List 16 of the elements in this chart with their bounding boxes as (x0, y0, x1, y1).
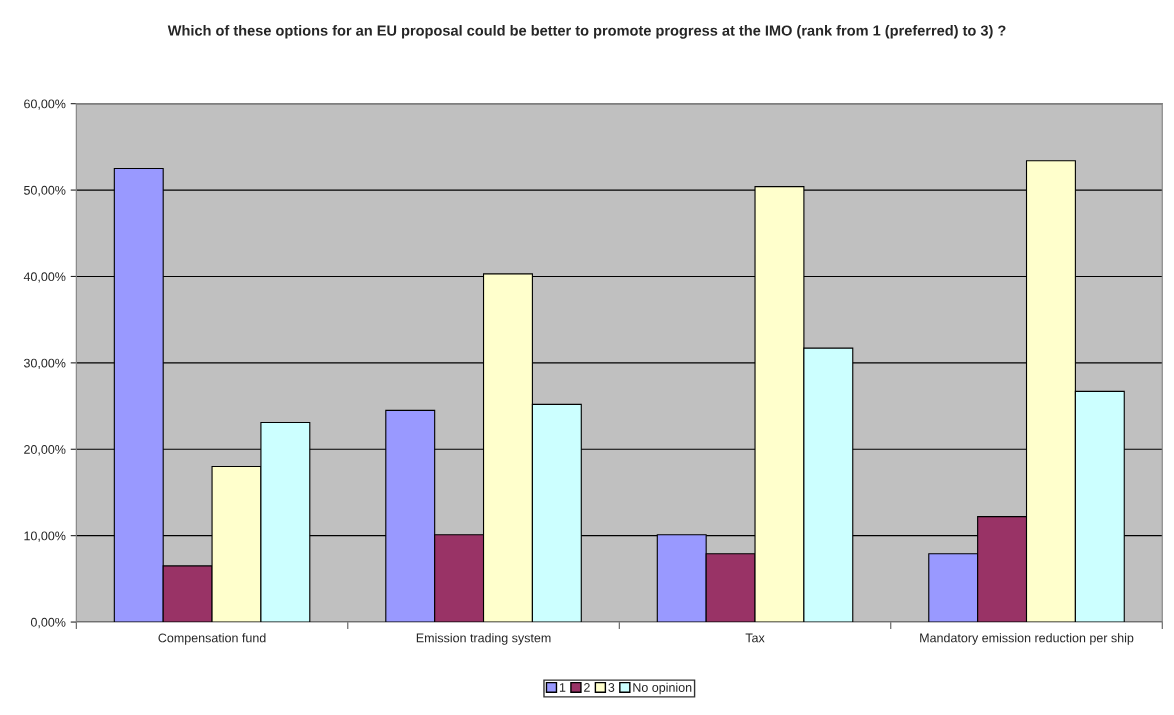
legend-label: No opinion (633, 682, 692, 695)
y-tick-label: 30,00% (23, 358, 66, 369)
y-tick-label: 50,00% (24, 185, 66, 197)
x-tick-label: Tax (745, 633, 765, 643)
legend-label: 2 (584, 683, 590, 692)
y-tick-label: 0,00% (30, 617, 66, 629)
y-tick-label: 60,00% (24, 99, 66, 110)
x-tick-label: Emission trading system (416, 633, 551, 645)
legend-label: 3 (608, 683, 615, 692)
x-tick-label: Mandatory emission reduction per ship (920, 633, 1134, 645)
y-tick-label: 20,00% (24, 445, 66, 456)
y-tick-label: 40,00% (23, 272, 66, 283)
y-tick-label: 10,00% (24, 531, 66, 542)
x-tick-label: Compensation fund (158, 633, 266, 645)
chart-title: Which of these options for an EU proposal could be better to promote progress at the IMO (rank from 1 (preferred) to 3) ? (167, 25, 1006, 39)
legend-label: 1 (559, 683, 566, 692)
